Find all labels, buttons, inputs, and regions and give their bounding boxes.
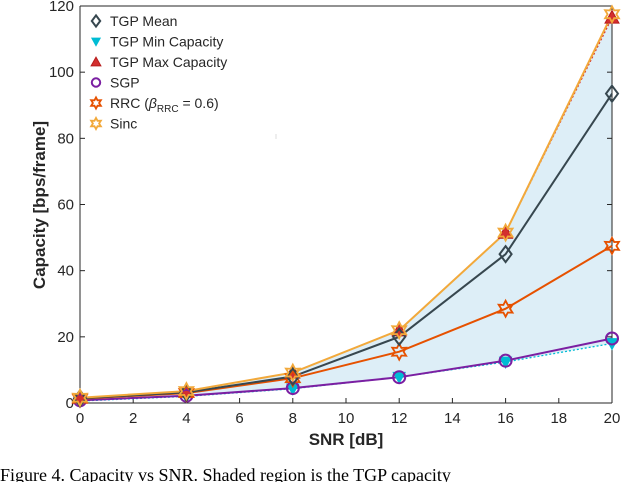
x-tick-label: 18: [550, 410, 567, 427]
shaded-capacity-region: [80, 17, 612, 402]
x-tick-label: 2: [129, 410, 137, 427]
y-tick-label: 0: [66, 395, 74, 412]
legend-marker: [90, 77, 102, 88]
data-point-tgp-min-capacity: [392, 371, 407, 385]
legend-label: RRC (βRRC = 0.6): [110, 95, 219, 115]
y-tick-label: 20: [57, 329, 74, 346]
y-tick-label: 40: [57, 263, 74, 280]
legend-label: TGP Max Capacity: [110, 54, 227, 70]
legend-label: TGP Mean: [110, 13, 177, 29]
series-layer: [79, 13, 613, 402]
data-point-rrc-rrc-0-6: [496, 298, 515, 319]
data-point-sinc: [603, 4, 621, 25]
data-point-sinc: [496, 222, 515, 243]
legend-box: [86, 9, 276, 134]
legend-marker: [89, 115, 103, 132]
data-point-rrc-rrc-0-6: [390, 341, 408, 362]
data-point-sinc: [71, 387, 89, 408]
x-axis-label: SNR [dB]: [309, 430, 384, 449]
legend-label: SGP: [110, 75, 140, 91]
shaded-region-layer: [80, 17, 612, 402]
figure-caption: Figure 4. Capacity vs SNR. Shaded region…: [0, 466, 451, 482]
data-point-sgp: [605, 331, 619, 346]
x-tick-label: 12: [391, 410, 408, 427]
legend-label: TGP Min Capacity: [110, 34, 223, 50]
data-point-tgp-mean: [604, 84, 620, 104]
legend-marker: [90, 56, 102, 67]
y-tick-label: 60: [57, 197, 74, 214]
y-tick-label: 100: [49, 64, 74, 81]
x-tick-label: 10: [338, 410, 355, 427]
x-tick-label: 16: [497, 410, 514, 427]
x-tick-label: 0: [76, 410, 84, 427]
legend-marker: [89, 95, 103, 111]
series-line-sinc: [79, 13, 613, 399]
x-tick-label: 8: [289, 410, 297, 427]
data-point-tgp-min-capacity: [498, 356, 513, 370]
data-point-sinc: [390, 320, 408, 341]
data-point-sinc: [177, 381, 196, 402]
data-point-tgp-mean: [285, 366, 301, 387]
markers-layer: [71, 4, 621, 409]
legend-marker: [90, 13, 102, 29]
data-point-rrc-rrc-0-6: [603, 235, 621, 256]
data-point-sgp: [498, 353, 513, 368]
series-line-sgp: [79, 337, 613, 402]
y-axis-label: Capacity [bps/frame]: [30, 121, 49, 289]
x-tick-label: 14: [444, 410, 461, 427]
legend-label: Sinc: [110, 116, 137, 132]
data-point-tgp-max-capacity: [497, 224, 514, 239]
legend-layer: TGP Mean TGP Min Capacity TGP Max Capacity…: [86, 9, 277, 139]
data-point-tgp-mean: [498, 244, 513, 264]
series-line-tgp-mean: [79, 93, 613, 400]
data-point-sinc: [284, 362, 302, 383]
axes-layer: 0 2 4 6 8 10 12 14 16 18 20 0 20 40 60 80 100 120: [49, 0, 620, 427]
y-tick-label: 80: [57, 130, 74, 147]
x-tick-label: 6: [235, 410, 243, 427]
y-tick-label: 120: [49, 0, 74, 15]
data-point-sgp: [392, 370, 407, 385]
x-tick-label: 20: [604, 410, 621, 427]
x-tick-label: 4: [182, 410, 190, 427]
legend-marker: [90, 37, 102, 47]
